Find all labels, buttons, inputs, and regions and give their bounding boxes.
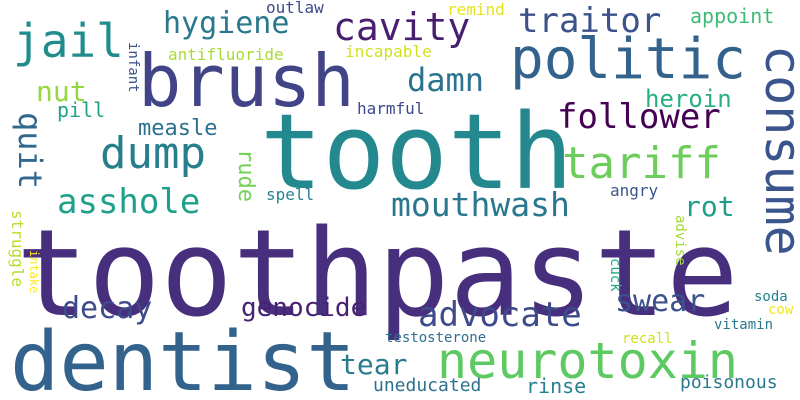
word-dump: dump xyxy=(100,128,206,179)
word-decay: decay xyxy=(62,291,153,326)
word-cow: cow xyxy=(768,302,794,318)
word-consume: consume xyxy=(754,45,800,256)
word-outlaw: outlaw xyxy=(266,0,324,17)
word-toothpaste: toothpaste xyxy=(16,205,739,344)
word-measle: measle xyxy=(138,116,218,141)
word-recall: recall xyxy=(622,331,673,347)
word-struggle: struggle xyxy=(8,210,27,288)
word-neurotoxin: neurotoxin xyxy=(437,332,739,390)
word-tear: tear xyxy=(340,348,408,381)
word-harmful: harmful xyxy=(357,99,425,118)
word-antifluoride: antifluoride xyxy=(168,45,284,64)
word-appoint: appoint xyxy=(690,4,775,28)
word-vitamin: vitamin xyxy=(714,317,774,333)
word-swear: swear xyxy=(615,284,706,319)
word-rinse: rinse xyxy=(526,374,587,398)
word-cuck: cuck xyxy=(607,258,623,292)
word-politic: politic xyxy=(510,27,747,92)
word-damn: damn xyxy=(407,61,485,99)
word-tariff: tariff xyxy=(562,138,721,189)
word-traitor: traitor xyxy=(518,1,662,41)
word-advocate: advocate xyxy=(418,295,582,335)
word-poisonous: poisonous xyxy=(680,372,778,393)
word-intake: intake xyxy=(27,250,41,294)
word-cavity: cavity xyxy=(333,5,471,49)
word-spell: spell xyxy=(266,185,315,204)
word-rude: rude xyxy=(233,149,258,202)
word-remind: remind xyxy=(447,0,505,19)
word-genocide: genocide xyxy=(241,293,367,323)
word-angry: angry xyxy=(610,181,659,200)
word-soda: soda xyxy=(754,289,788,305)
word-jail: jail xyxy=(13,14,124,68)
word-mouthwash: mouthwash xyxy=(391,185,570,224)
word-dentist: dentist xyxy=(10,315,356,400)
word-nut: nut xyxy=(36,75,87,108)
word-brush: brush xyxy=(138,39,355,123)
word-asshole: asshole xyxy=(57,182,201,222)
word-follower: follower xyxy=(557,97,721,137)
word-hygiene: hygiene xyxy=(163,6,290,41)
word-advise: advise xyxy=(672,215,688,266)
word-incapable: incapable xyxy=(345,42,432,61)
word-infant: infant xyxy=(125,42,141,93)
word-uneducated: uneducated xyxy=(373,375,482,396)
word-heroin: heroin xyxy=(645,85,732,113)
word-testosterone: testosterone xyxy=(385,330,487,346)
word-tooth: tooth xyxy=(260,91,574,213)
word-pill: pill xyxy=(57,98,106,122)
word-quit: quit xyxy=(11,112,49,190)
word-rot: rot xyxy=(684,190,735,223)
